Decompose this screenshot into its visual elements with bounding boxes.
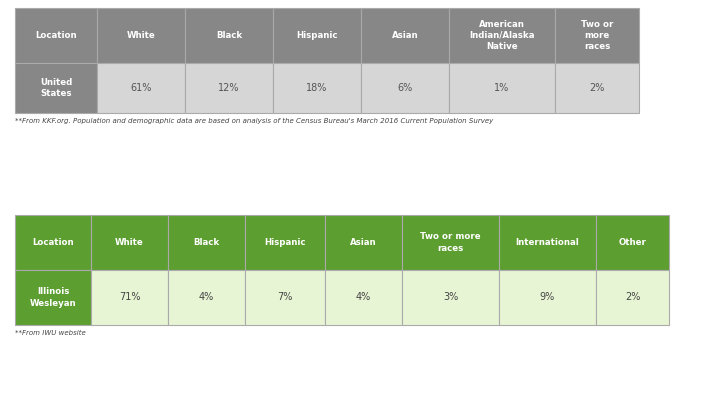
Text: 18%: 18% (306, 83, 328, 93)
Bar (245, 215, 325, 270)
Bar (499, 270, 596, 325)
Bar (97, 8, 185, 63)
Text: Two or
more
races: Two or more races (581, 20, 613, 51)
Text: Hispanic: Hispanic (264, 238, 306, 247)
Text: Black: Black (194, 238, 220, 247)
Bar (168, 215, 245, 270)
Bar (273, 8, 361, 63)
Text: 3%: 3% (443, 292, 458, 303)
Bar (15, 270, 91, 325)
Bar (361, 8, 449, 63)
Text: Location: Location (35, 31, 77, 40)
Text: 71%: 71% (119, 292, 140, 303)
Text: 2%: 2% (625, 292, 640, 303)
Bar (449, 63, 555, 113)
Text: American
Indian/Alaska
Native: American Indian/Alaska Native (469, 20, 535, 51)
Bar (325, 215, 402, 270)
Bar (97, 63, 185, 113)
Text: 12%: 12% (218, 83, 240, 93)
Text: 1%: 1% (495, 83, 510, 93)
Text: Asian: Asian (350, 238, 377, 247)
Text: Black: Black (216, 31, 242, 40)
Bar (185, 8, 273, 63)
Text: 9%: 9% (540, 292, 555, 303)
Bar (361, 63, 449, 113)
Bar (91, 215, 168, 270)
Bar (273, 63, 361, 113)
Text: Illinois
Wesleyan: Illinois Wesleyan (30, 288, 76, 307)
Bar (596, 270, 669, 325)
Bar (91, 270, 168, 325)
Bar (499, 215, 596, 270)
Text: Other: Other (618, 238, 647, 247)
Bar (449, 8, 555, 63)
Text: 61%: 61% (130, 83, 152, 93)
Bar (15, 215, 91, 270)
Text: **From KKF.org. Population and demographic data are based on analysis of the Cen: **From KKF.org. Population and demograph… (15, 118, 493, 124)
Bar (402, 270, 499, 325)
Text: White: White (127, 31, 156, 40)
Text: White: White (115, 238, 144, 247)
Bar (245, 270, 325, 325)
Text: Two or more
races: Two or more races (420, 232, 481, 253)
Bar (185, 63, 273, 113)
Text: Hispanic: Hispanic (296, 31, 338, 40)
Bar (15, 63, 97, 113)
Text: 2%: 2% (589, 83, 605, 93)
Text: Location: Location (32, 238, 74, 247)
Text: 4%: 4% (199, 292, 214, 303)
Bar (402, 215, 499, 270)
Bar (596, 215, 669, 270)
Bar (325, 270, 402, 325)
Text: **From IWU website: **From IWU website (15, 330, 86, 336)
Bar (555, 8, 639, 63)
Bar (555, 63, 639, 113)
Text: 6%: 6% (397, 83, 413, 93)
Text: Asian: Asian (392, 31, 418, 40)
Bar (15, 8, 97, 63)
Text: International: International (516, 238, 580, 247)
Text: 4%: 4% (356, 292, 371, 303)
Text: 7%: 7% (277, 292, 293, 303)
Text: United
States: United States (40, 78, 72, 98)
Bar (168, 270, 245, 325)
